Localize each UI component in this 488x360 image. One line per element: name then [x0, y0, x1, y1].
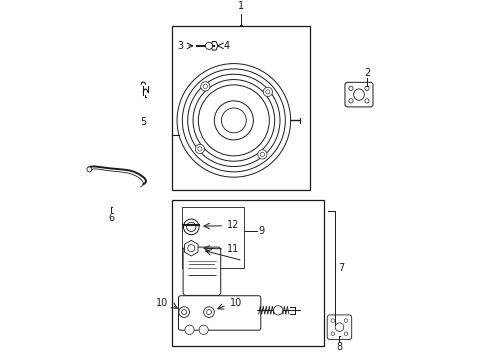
Text: 7: 7 [338, 263, 344, 273]
Text: 1: 1 [237, 1, 244, 12]
Circle shape [184, 325, 194, 334]
Circle shape [273, 306, 282, 315]
Circle shape [200, 82, 209, 91]
Circle shape [187, 245, 194, 252]
Ellipse shape [353, 89, 364, 100]
Text: 12: 12 [226, 220, 239, 230]
FancyBboxPatch shape [344, 82, 372, 107]
Circle shape [364, 86, 368, 90]
Bar [182, 207, 244, 268]
Circle shape [260, 152, 264, 157]
Circle shape [257, 150, 266, 159]
Circle shape [348, 99, 352, 103]
Text: 5: 5 [140, 117, 146, 127]
Circle shape [182, 310, 186, 315]
Text: 6: 6 [108, 213, 114, 223]
Circle shape [199, 325, 208, 334]
Text: 10: 10 [156, 298, 168, 308]
Circle shape [195, 144, 204, 153]
Circle shape [183, 219, 199, 235]
Ellipse shape [334, 323, 343, 332]
Circle shape [330, 332, 334, 336]
FancyBboxPatch shape [326, 315, 351, 339]
Text: 2: 2 [363, 68, 369, 78]
Bar [171, 200, 324, 346]
Text: 3: 3 [177, 41, 183, 51]
Circle shape [221, 108, 246, 133]
Circle shape [206, 310, 211, 315]
FancyBboxPatch shape [178, 296, 260, 330]
Circle shape [265, 90, 269, 94]
Circle shape [186, 222, 196, 231]
Text: 9: 9 [258, 226, 264, 237]
Circle shape [197, 147, 202, 151]
Circle shape [344, 332, 347, 336]
Circle shape [344, 319, 347, 322]
Text: 4: 4 [223, 41, 229, 51]
Circle shape [364, 99, 368, 103]
Text: 10: 10 [230, 298, 242, 308]
Circle shape [87, 167, 92, 172]
Circle shape [214, 101, 253, 140]
Circle shape [203, 84, 207, 89]
Circle shape [205, 42, 212, 49]
Bar [171, 26, 309, 190]
Circle shape [179, 307, 189, 318]
Circle shape [330, 319, 334, 322]
Circle shape [263, 87, 272, 96]
FancyBboxPatch shape [183, 247, 220, 296]
Text: 11: 11 [226, 244, 239, 254]
Circle shape [348, 86, 352, 90]
Text: 8: 8 [336, 342, 342, 352]
Circle shape [203, 307, 214, 318]
